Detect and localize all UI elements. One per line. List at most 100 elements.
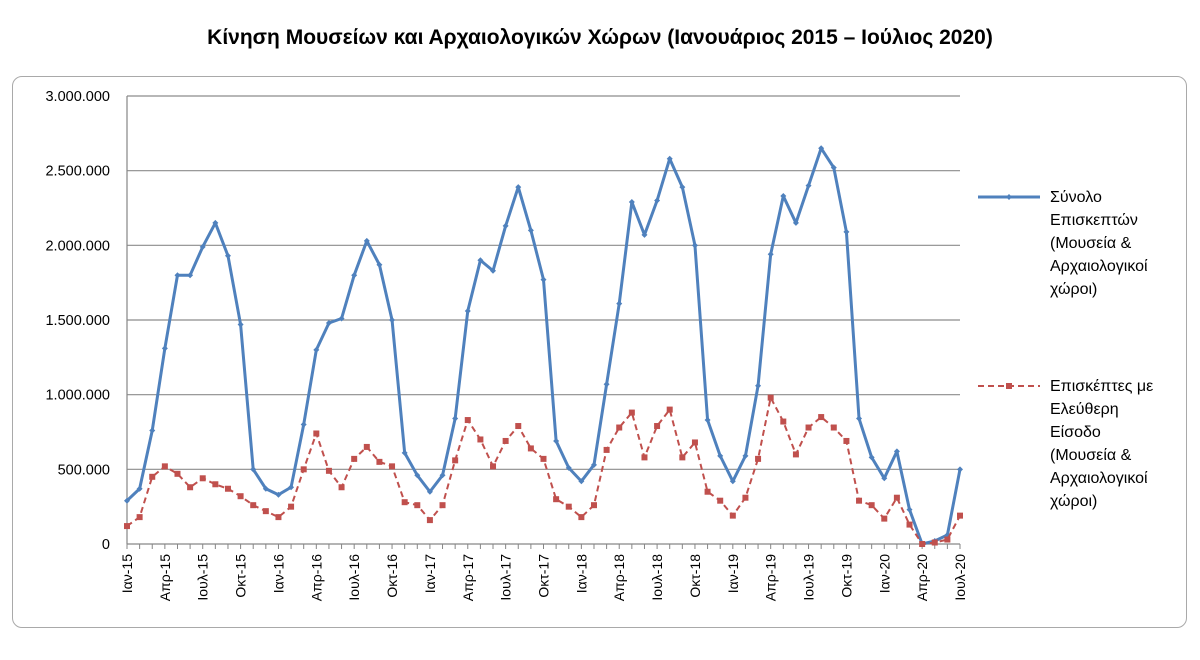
x-tick-label: Οκτ-16 (384, 554, 400, 598)
data-point (275, 491, 282, 498)
data-point (464, 308, 471, 315)
y-tick-label: 3.000.000 (45, 89, 110, 105)
data-point (578, 478, 585, 485)
data-point (856, 415, 863, 422)
y-axis-ticks: 0 500.000 1.000.000 1.500.000 2.000.000 2.500… (45, 89, 110, 553)
chart-title: Κίνηση Μουσείων και Αρχαιολογικών Χώρων … (207, 26, 993, 49)
y-tick-label: 2.500.000 (45, 164, 110, 180)
data-point (679, 454, 686, 461)
data-point (704, 488, 711, 495)
x-tick-label: Οκτ-15 (233, 554, 249, 598)
data-point (919, 541, 926, 547)
data-point (666, 155, 673, 162)
data-point (868, 454, 875, 461)
data-point (136, 514, 143, 521)
legend-label-2: Αρχαιολογικοί (1050, 470, 1148, 487)
data-point (439, 502, 446, 509)
data-point (628, 199, 635, 206)
data-point (224, 252, 231, 259)
data-point (136, 485, 143, 492)
data-point (149, 427, 156, 434)
data-point (224, 485, 231, 492)
data-point (616, 424, 623, 431)
data-point (250, 466, 257, 473)
legend-label-2: χώροι) (1050, 493, 1097, 510)
data-point (868, 502, 875, 509)
data-point (199, 243, 206, 250)
legend-label-2: Ελεύθερη (1050, 401, 1119, 418)
x-axis-ticks: Ιαν-15 Απρ-15 Ιουλ-15 Οκτ-15 Ιαν-16 Απρ-16 Ιου… (119, 544, 968, 601)
data-point (729, 478, 736, 485)
data-point (351, 455, 358, 462)
data-point (691, 242, 698, 249)
data-point (426, 517, 433, 524)
data-point (161, 463, 168, 470)
legend-marker (1006, 383, 1012, 389)
data-point (401, 499, 408, 506)
data-point (729, 512, 736, 519)
data-point (262, 508, 269, 515)
x-tick-label: Ιαν-17 (422, 554, 438, 593)
data-point (691, 439, 698, 446)
data-point (414, 472, 421, 479)
data-point (818, 414, 825, 421)
data-point (325, 319, 332, 326)
data-point (792, 451, 799, 458)
data-point (237, 321, 244, 328)
data-point (389, 317, 396, 323)
data-point (426, 488, 433, 495)
data-point (717, 497, 724, 504)
data-point (957, 466, 963, 473)
data-point (502, 437, 509, 444)
data-point (237, 493, 244, 500)
legend-label-1: Επισκεπτών (1050, 212, 1138, 229)
data-point (679, 184, 686, 191)
data-point (124, 497, 130, 504)
legend-label-1: (Μουσεία & (1050, 235, 1132, 252)
legend-label-1: χώροι) (1050, 281, 1097, 298)
x-tick-label: Ιουλ-17 (498, 554, 514, 601)
data-point (275, 514, 282, 521)
data-point (161, 345, 168, 352)
data-point (654, 423, 661, 430)
data-point (452, 415, 459, 422)
x-tick-label: Απρ-16 (308, 554, 324, 601)
data-point (553, 437, 560, 444)
data-point (603, 446, 610, 453)
data-point (893, 494, 900, 501)
x-tick-label: Απρ-19 (763, 554, 779, 601)
data-point (931, 539, 938, 546)
x-tick-label: Ιαν-18 (573, 554, 589, 593)
data-point (603, 381, 610, 388)
legend-marker (1006, 194, 1012, 200)
x-tick-label: Απρ-18 (611, 554, 627, 601)
legend-label-1: Σύνολο (1050, 189, 1102, 206)
data-point (313, 430, 320, 437)
data-point (641, 454, 648, 461)
data-point (944, 536, 951, 543)
x-tick-label: Ιουλ-18 (649, 554, 665, 601)
data-point (313, 346, 320, 353)
data-point (527, 227, 534, 234)
data-point (376, 261, 383, 268)
data-point (565, 503, 572, 510)
data-point (654, 197, 661, 204)
x-tick-label: Ιουλ-15 (195, 554, 211, 601)
gridlines (126, 95, 960, 545)
data-point (187, 272, 194, 279)
data-point (338, 315, 345, 322)
data-point (818, 145, 825, 152)
data-point (704, 417, 711, 424)
data-point (363, 237, 370, 244)
x-tick-label: Απρ-15 (157, 554, 173, 601)
data-point (490, 463, 497, 470)
x-tick-label: Οκτ-18 (687, 554, 703, 598)
data-point (767, 251, 774, 258)
data-point (906, 506, 913, 513)
data-point (439, 472, 446, 479)
legend: Σύνολο Επισκεπτών (Μουσεία & Αρχαιολογικοί χ… (978, 189, 1153, 510)
data-point (893, 448, 900, 455)
data-point (363, 443, 370, 450)
data-point (212, 481, 219, 488)
data-point (376, 458, 383, 465)
